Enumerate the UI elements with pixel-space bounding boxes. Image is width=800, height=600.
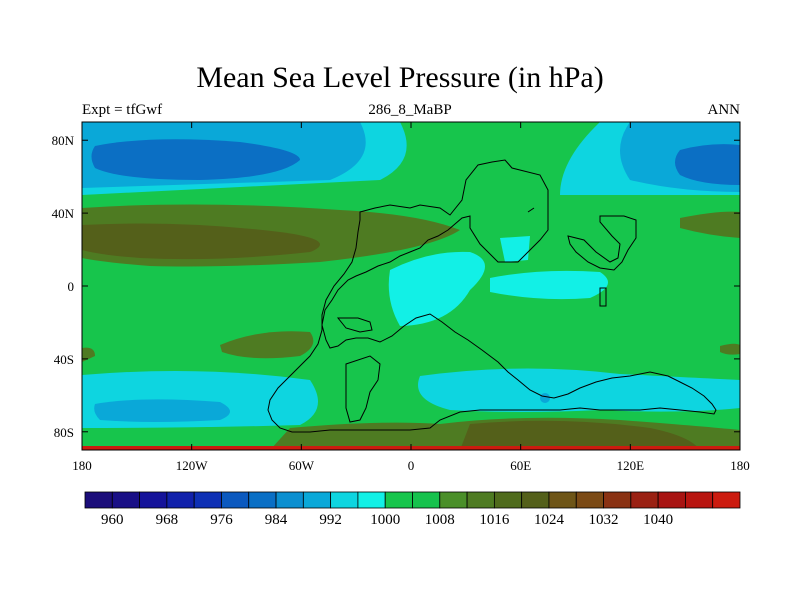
x-tick-label: 180 xyxy=(72,458,92,473)
colorbar-swatch xyxy=(603,491,632,509)
x-tick-label: 60E xyxy=(510,458,531,473)
north-high-core xyxy=(82,223,320,260)
experiment-label: Expt = tfGwf xyxy=(82,102,163,118)
equatorial-low-west xyxy=(388,251,485,326)
x-tick-label: 120W xyxy=(176,458,209,473)
colorbar-swatch xyxy=(466,491,495,509)
tethys-island-outline xyxy=(599,287,607,307)
colorbar-swatch xyxy=(685,491,714,509)
colorbar-swatch xyxy=(221,491,250,509)
equatorial-low-north xyxy=(500,236,530,262)
x-tick-label: 0 xyxy=(408,458,415,473)
colorbar-swatch xyxy=(139,491,168,509)
colorbar-swatch xyxy=(575,491,604,509)
antarctic-high-core xyxy=(460,420,700,450)
x-tick-label: 180 xyxy=(730,458,750,473)
colorbar-label: 1000 xyxy=(370,512,400,528)
y-tick-label: 0 xyxy=(68,279,75,294)
continent-outlines xyxy=(267,159,717,433)
colorbar: 960 968 976 984 992 1000 1008 1016 1024 1032 1040 xyxy=(84,491,741,528)
interior-sea-outline xyxy=(336,317,373,333)
colorbar-label: 1016 xyxy=(479,512,510,528)
south-high-west xyxy=(220,331,314,359)
north-high-east xyxy=(680,211,740,238)
colorbar-swatch xyxy=(248,491,277,509)
colorbar-label: 968 xyxy=(156,512,179,528)
season-label: ANN xyxy=(707,102,741,118)
southern-interior-outline xyxy=(345,355,381,423)
east-peninsula-outline xyxy=(567,215,637,271)
north-low-inner-west xyxy=(91,139,300,180)
colorbar-label: 1008 xyxy=(425,512,455,528)
colorbar-swatch xyxy=(439,491,468,509)
colorbar-swatch xyxy=(493,491,523,509)
colorbar-swatch xyxy=(384,491,413,509)
x-tick-label: 120E xyxy=(617,458,645,473)
x-tick-label: 60W xyxy=(289,458,315,473)
y-tick-label: 80N xyxy=(52,133,75,148)
colorbar-swatch xyxy=(521,491,550,509)
colorbar-swatch xyxy=(630,491,659,509)
colorbar-label: 1024 xyxy=(534,512,565,528)
tethys-island-small xyxy=(527,207,535,213)
colorbar-label: 960 xyxy=(101,512,124,528)
colorbar-swatch xyxy=(302,491,332,509)
colorbar-label: 1040 xyxy=(643,512,673,528)
colorbar-swatch xyxy=(166,491,195,509)
colorbar-swatch xyxy=(357,491,386,509)
south-low-east xyxy=(418,368,740,412)
colorbar-swatch xyxy=(275,491,304,509)
y-tick-label: 40S xyxy=(54,352,74,367)
north-low-inner-east xyxy=(675,144,740,185)
period-label: 286_8_MaBP xyxy=(368,102,452,118)
pressure-field xyxy=(82,122,740,450)
colorbar-swatch xyxy=(193,491,222,509)
colorbar-label: 984 xyxy=(265,512,288,528)
colorbar-swatch xyxy=(548,491,577,509)
chart-title: Mean Sea Level Pressure (in hPa) xyxy=(196,61,604,94)
y-tick-label: 40N xyxy=(52,206,75,221)
pangaea-outline xyxy=(267,159,717,433)
colorbar-label: 1032 xyxy=(589,512,619,528)
colorbar-swatch xyxy=(412,491,441,509)
colorbar-swatch xyxy=(657,491,686,509)
colorbar-swatch xyxy=(330,491,359,509)
colorbar-swatch xyxy=(84,491,113,509)
colorbar-swatch xyxy=(712,491,741,509)
colorbar-swatch xyxy=(111,491,140,509)
south-high-far-east xyxy=(720,343,740,355)
south-low-spot xyxy=(540,393,550,403)
y-tick-label: 80S xyxy=(54,425,74,440)
south-low-core xyxy=(94,399,230,422)
axis-ticks: 180 120W 60W 0 60E 120E 180 80N 40N 0 40S 80S xyxy=(52,122,750,473)
equatorial-low-east xyxy=(490,270,608,300)
colorbar-label: 976 xyxy=(210,512,233,528)
colorbar-label: 992 xyxy=(319,512,342,528)
